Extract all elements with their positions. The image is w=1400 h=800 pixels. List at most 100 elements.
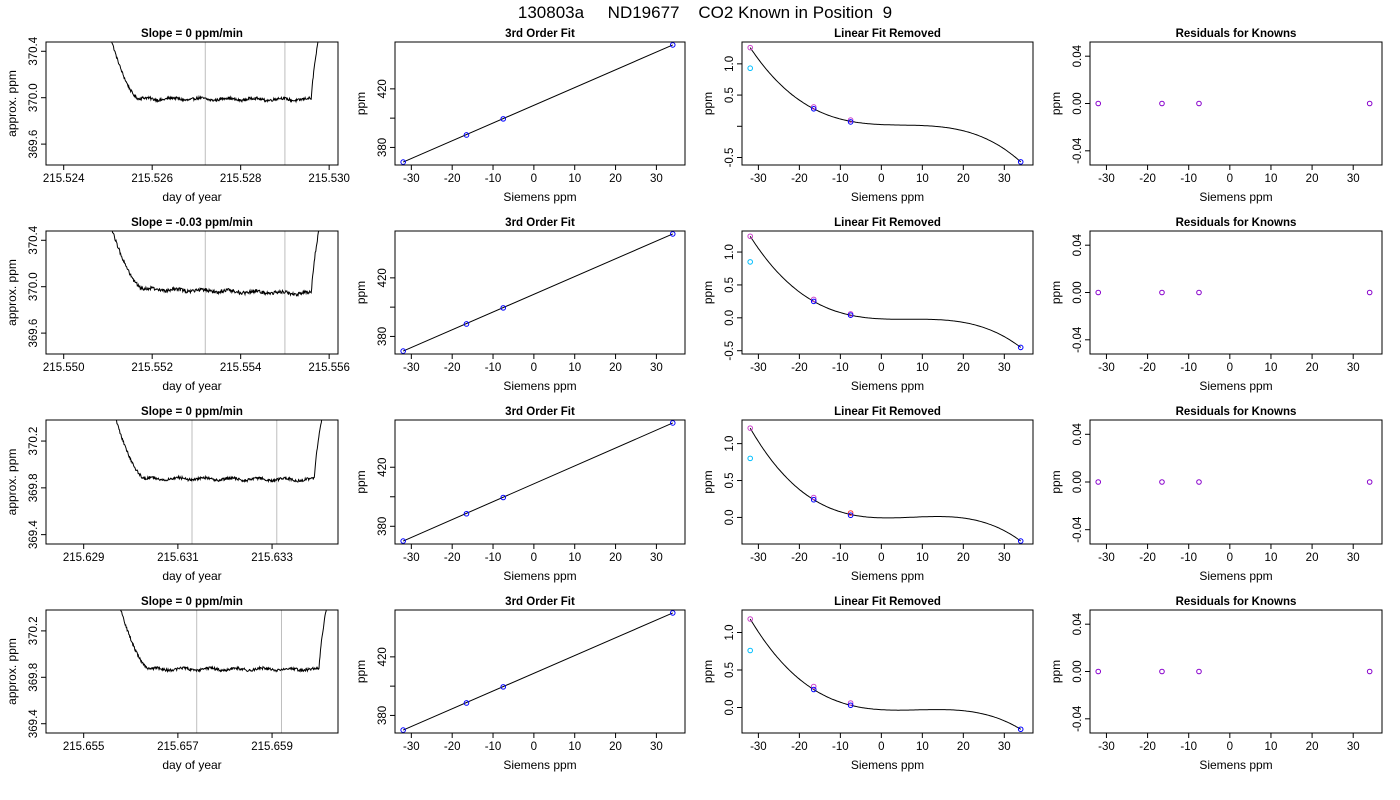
plot-frame	[1089, 419, 1383, 545]
y-tick-label: 0.0	[724, 700, 736, 716]
x-tick-label: 215.633	[251, 552, 293, 564]
plot-frame	[741, 419, 1034, 545]
data-point	[847, 510, 854, 516]
x-axis-label: Siemens ppm	[851, 379, 924, 393]
x-tick-label: 20	[957, 741, 970, 753]
x-tick-label: 10	[568, 741, 581, 753]
x-tick-label: 0	[1227, 741, 1233, 753]
plot-area	[747, 44, 1024, 165]
data-point	[669, 420, 676, 426]
x-tick-label: 10	[916, 552, 929, 564]
x-tick-label: -10	[1180, 362, 1197, 374]
data-point	[669, 231, 676, 237]
x-tick-label: -10	[832, 362, 849, 374]
cubic-fit-curve	[749, 618, 1021, 730]
x-tick-label: 215.629	[63, 552, 105, 564]
x-tick-label: 20	[609, 552, 622, 564]
panel-title: Residuals for Knowns	[1176, 217, 1297, 229]
panel-linear_removed-row2: Linear Fit Removed -30 -20 -10 0 10 20 30 -0.5 0.…	[701, 217, 1034, 393]
panel-residuals-row4: Residuals for Knowns -30 -20 -10 0 10 20 30 -0.0…	[1049, 596, 1383, 772]
data-point	[810, 494, 817, 501]
x-tick-label: 30	[998, 552, 1011, 564]
plot-area	[400, 610, 676, 733]
y-tick-label: 369.4	[28, 520, 40, 549]
y-tick-label: 0.04	[1072, 612, 1084, 635]
plot-frame	[45, 41, 339, 166]
x-tick-label: 20	[957, 173, 970, 185]
x-axis-label: day of year	[162, 569, 221, 583]
data-point	[500, 116, 507, 122]
x-axis-label: Siemens ppm	[1199, 379, 1272, 393]
y-tick-label: 380	[377, 138, 389, 157]
plot-area	[747, 425, 1024, 544]
x-tick-label: 0	[878, 552, 884, 564]
concentration-trace	[111, 42, 319, 104]
x-tick-label: 20	[609, 362, 622, 374]
y-tick-label: 369.6	[28, 130, 40, 159]
plot-area	[115, 420, 323, 544]
x-tick-label: -10	[1180, 741, 1197, 753]
x-axis-label: Siemens ppm	[503, 190, 576, 204]
panel-fit-row4: 3rd Order Fit -30 -20 -10 0 10 20 30 380 420 Sieme…	[354, 596, 686, 772]
plot-frame	[741, 609, 1034, 734]
x-tick-label: -20	[1139, 552, 1156, 564]
panel-title: Linear Fit Removed	[834, 217, 941, 229]
panel-title: Slope = -0.03 ppm/min	[131, 217, 253, 229]
plot-area	[747, 233, 1024, 351]
x-tick-label: -30	[1098, 741, 1115, 753]
x-tick-label: 30	[650, 741, 663, 753]
x-tick-label: 215.524	[43, 173, 85, 185]
plot-area	[1095, 668, 1373, 675]
panel-residuals-row1: Residuals for Knowns -30 -20 -10 0 10 20 30 -0.0…	[1049, 28, 1383, 204]
fit-line	[402, 612, 673, 731]
y-tick-label: 370.0	[28, 83, 40, 112]
fit-line	[402, 44, 673, 163]
y-tick-label: 0.00	[1072, 92, 1084, 114]
concentration-trace	[120, 610, 327, 673]
y-tick-label: 0.5	[724, 662, 736, 678]
panel-trace-row2: Slope = -0.03 ppm/min 215.550 215.552 215.5…	[5, 217, 350, 393]
x-tick-label: 215.526	[131, 173, 173, 185]
y-tick-label: 1.0	[724, 436, 736, 452]
y-axis-label: ppm	[701, 660, 715, 683]
panel-residuals-row3: Residuals for Knowns -30 -20 -10 0 10 20 30 -0.0…	[1049, 406, 1383, 583]
x-tick-label: 0	[878, 173, 884, 185]
x-axis-label: Siemens ppm	[851, 758, 924, 772]
y-tick-label: 420	[377, 268, 389, 287]
data-point	[847, 700, 854, 706]
plot-frame	[394, 230, 686, 355]
panel-title: 3rd Order Fit	[505, 217, 575, 229]
x-tick-label: 10	[916, 741, 929, 753]
plot-area	[400, 420, 676, 544]
x-tick-label: 215.554	[220, 362, 262, 374]
data-point	[810, 683, 817, 690]
data-point	[847, 312, 854, 318]
cubic-fit-curve	[749, 47, 1022, 163]
plot-area	[120, 610, 327, 733]
y-tick-label: 369.4	[28, 709, 40, 738]
y-tick-label: 370.2	[28, 427, 40, 456]
panel-title: Residuals for Knowns	[1176, 406, 1297, 418]
panel-title: Slope = 0 ppm/min	[141, 596, 243, 608]
panel-title: 3rd Order Fit	[505, 406, 575, 418]
plot-frame	[1089, 609, 1383, 734]
x-tick-label: 20	[609, 741, 622, 753]
x-tick-label: 215.530	[308, 173, 350, 185]
plot-frame	[45, 230, 339, 355]
x-tick-label: 30	[998, 362, 1011, 374]
panel-fit-row2: 3rd Order Fit -30 -20 -10 0 10 20 30 380 420 Sieme…	[354, 217, 686, 393]
x-tick-label: 20	[1306, 552, 1319, 564]
x-tick-label: 30	[650, 552, 663, 564]
data-point	[463, 132, 470, 138]
x-tick-label: 0	[878, 741, 884, 753]
y-tick-label: 0.04	[1072, 423, 1084, 446]
x-axis-label: Siemens ppm	[503, 758, 576, 772]
y-tick-label: 370.0	[28, 272, 40, 301]
data-point	[463, 321, 470, 327]
data-point	[1017, 344, 1024, 351]
plot-frame	[741, 230, 1034, 355]
residual-point	[1159, 100, 1165, 107]
x-tick-label: 0	[1227, 173, 1233, 185]
x-tick-label: 10	[568, 362, 581, 374]
y-tick-label: 370.4	[28, 36, 40, 65]
